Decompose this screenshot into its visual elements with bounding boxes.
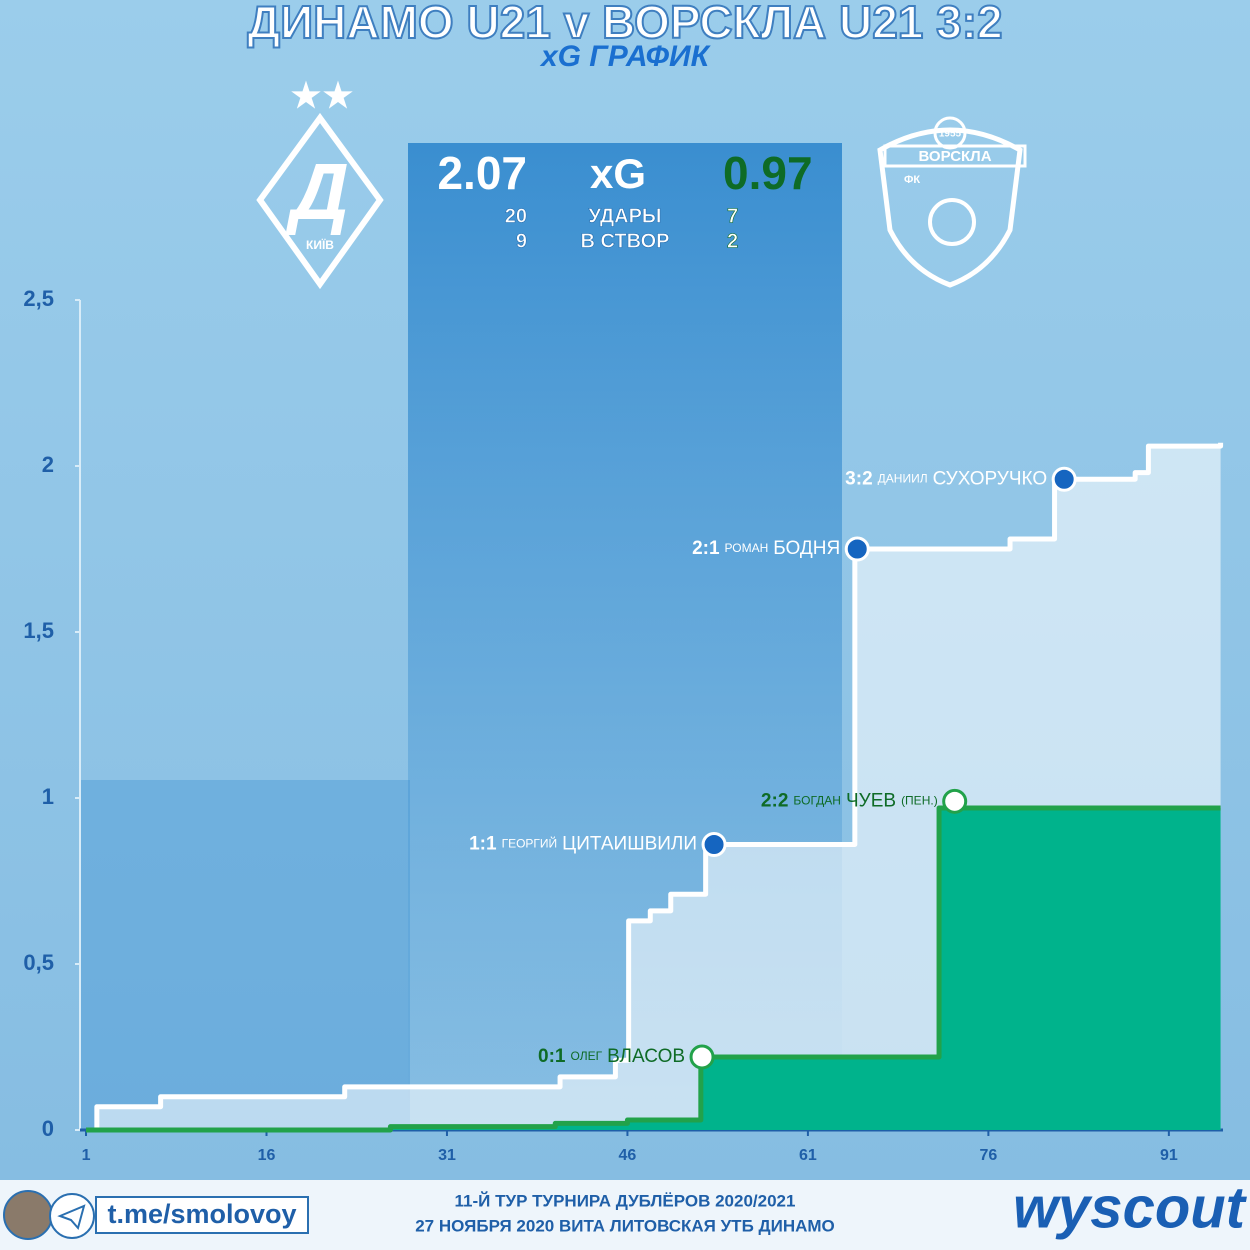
y-tick-label: 2: [42, 452, 54, 477]
x-tick-label: 1: [82, 1147, 91, 1164]
home-city: КИЇВ: [306, 237, 334, 252]
goal-last-name: ВЛАСОВ: [607, 1046, 685, 1067]
xg-line: [86, 442, 1224, 1133]
star: ★: [323, 77, 353, 115]
goal-last-name: БОДНЯ: [773, 538, 840, 559]
x-tick-label: 91: [1160, 1147, 1178, 1164]
home-xg: 2.07: [437, 147, 527, 199]
y-tick-label: 0,5: [23, 950, 54, 975]
goal-marker: [1051, 466, 1077, 492]
stat-away: 7: [727, 205, 738, 227]
chart-title: ДИНАМО U21 v ВОРСКЛА U21 3:2: [247, 0, 1002, 48]
away-logo: 1955 ВОРСКЛА ФК: [877, 116, 1027, 288]
goal-note: (ПЕН.): [901, 793, 938, 807]
crest: [877, 127, 1023, 288]
banner: [883, 144, 1027, 168]
goal-label: 2:1 РОМАН БОДНЯ: [692, 538, 840, 559]
x-tick-label: 76: [979, 1147, 997, 1164]
brand: wyscout: [1013, 1175, 1248, 1240]
y-tick-label: 0: [42, 1116, 54, 1141]
y-tick-label: 1: [42, 784, 54, 809]
telegram-plane: [57, 1204, 86, 1231]
link[interactable]: t.me/smolovoy: [107, 1199, 296, 1229]
goal-score: 2:1: [692, 538, 720, 559]
footer-line: 11-Й ТУР ТУРНИРА ДУБЛЁРОВ 2020/2021: [455, 1191, 796, 1210]
ball: [928, 198, 976, 246]
goal-first-name: БОГДАН: [793, 793, 841, 807]
stat-label: В СТВОР: [580, 230, 669, 252]
goal-last-name: ЧУЕВ: [846, 790, 896, 811]
goal-marker: [844, 536, 870, 562]
goal-label: 3:2 ДАНИИЛ СУХОРУЧКО: [845, 468, 1047, 489]
shade: [80, 780, 410, 1130]
star: ★: [291, 77, 321, 115]
goal-first-name: ГЕОРГИЙ: [502, 836, 558, 851]
year-ring: [933, 116, 967, 150]
x-tick-label: 46: [619, 1147, 637, 1164]
goal-score: 0:1: [538, 1046, 566, 1067]
link-box[interactable]: [95, 1196, 309, 1234]
goal-label: 2:2 БОГДАН ЧУЕВ (ПЕН.): [761, 790, 938, 811]
y-tick-label: 1,5: [23, 618, 54, 643]
goal-first-name: ДАНИИЛ: [878, 471, 928, 485]
diamond: [256, 112, 384, 290]
x-tick-label: 61: [799, 1147, 817, 1164]
avatar: [3, 1190, 53, 1240]
goal-marker: [689, 1044, 715, 1070]
goal-last-name: СУХОРУЧКО: [933, 468, 1048, 489]
footer-line: 27 НОЯБРЯ 2020 ВИТА ЛИТОВСКАЯ УТБ ДИНАМО: [415, 1216, 835, 1235]
x-tick-label: 16: [258, 1147, 276, 1164]
goal-label: 0:1 ОЛЕГ ВЛАСОВ: [538, 1046, 685, 1067]
stat-home: 9: [516, 230, 527, 252]
stat-home: 20: [505, 205, 527, 227]
goal-score: 2:2: [761, 790, 788, 811]
goal-first-name: РОМАН: [725, 541, 769, 555]
stat-away: 2: [727, 230, 738, 252]
goal-label: 1:1 ГЕОРГИЙ ЦИТАИШВИЛИ: [469, 833, 697, 854]
goal-first-name: ОЛЕГ: [571, 1049, 603, 1063]
goal-last-name: ЦИТАИШВИЛИ: [562, 833, 697, 854]
plot: 0 0,5 1 1,5 2 2,5 1 16 31 46 61 76 91 1:1 ГЕОРГИЙ ЦИТАИ…: [23, 286, 1224, 1164]
xg-label: xG: [590, 150, 646, 197]
letter: Д: [285, 147, 349, 236]
chart-subtitle: xG ГРАФИК: [539, 40, 712, 73]
away-xg: 0.97: [723, 147, 813, 199]
xg-line: [86, 805, 1221, 1133]
stat-label: УДАРЫ: [588, 205, 661, 227]
telegram-icon: [49, 1193, 95, 1239]
home-logo: ★ ★ Д КИЇВ: [256, 77, 384, 290]
away-name: ВОРСКЛА: [918, 148, 991, 165]
xg-area: [86, 807, 1221, 1130]
away-prefix: ФК: [904, 174, 920, 186]
goal-marker: [701, 831, 727, 857]
y-tick-label: 2,5: [23, 286, 54, 311]
goal-marker: [942, 788, 968, 814]
away-year: 1955: [939, 129, 962, 140]
goal-score: 1:1: [469, 833, 497, 854]
x-tick-label: 31: [438, 1147, 456, 1164]
goal-score: 3:2: [845, 468, 872, 489]
